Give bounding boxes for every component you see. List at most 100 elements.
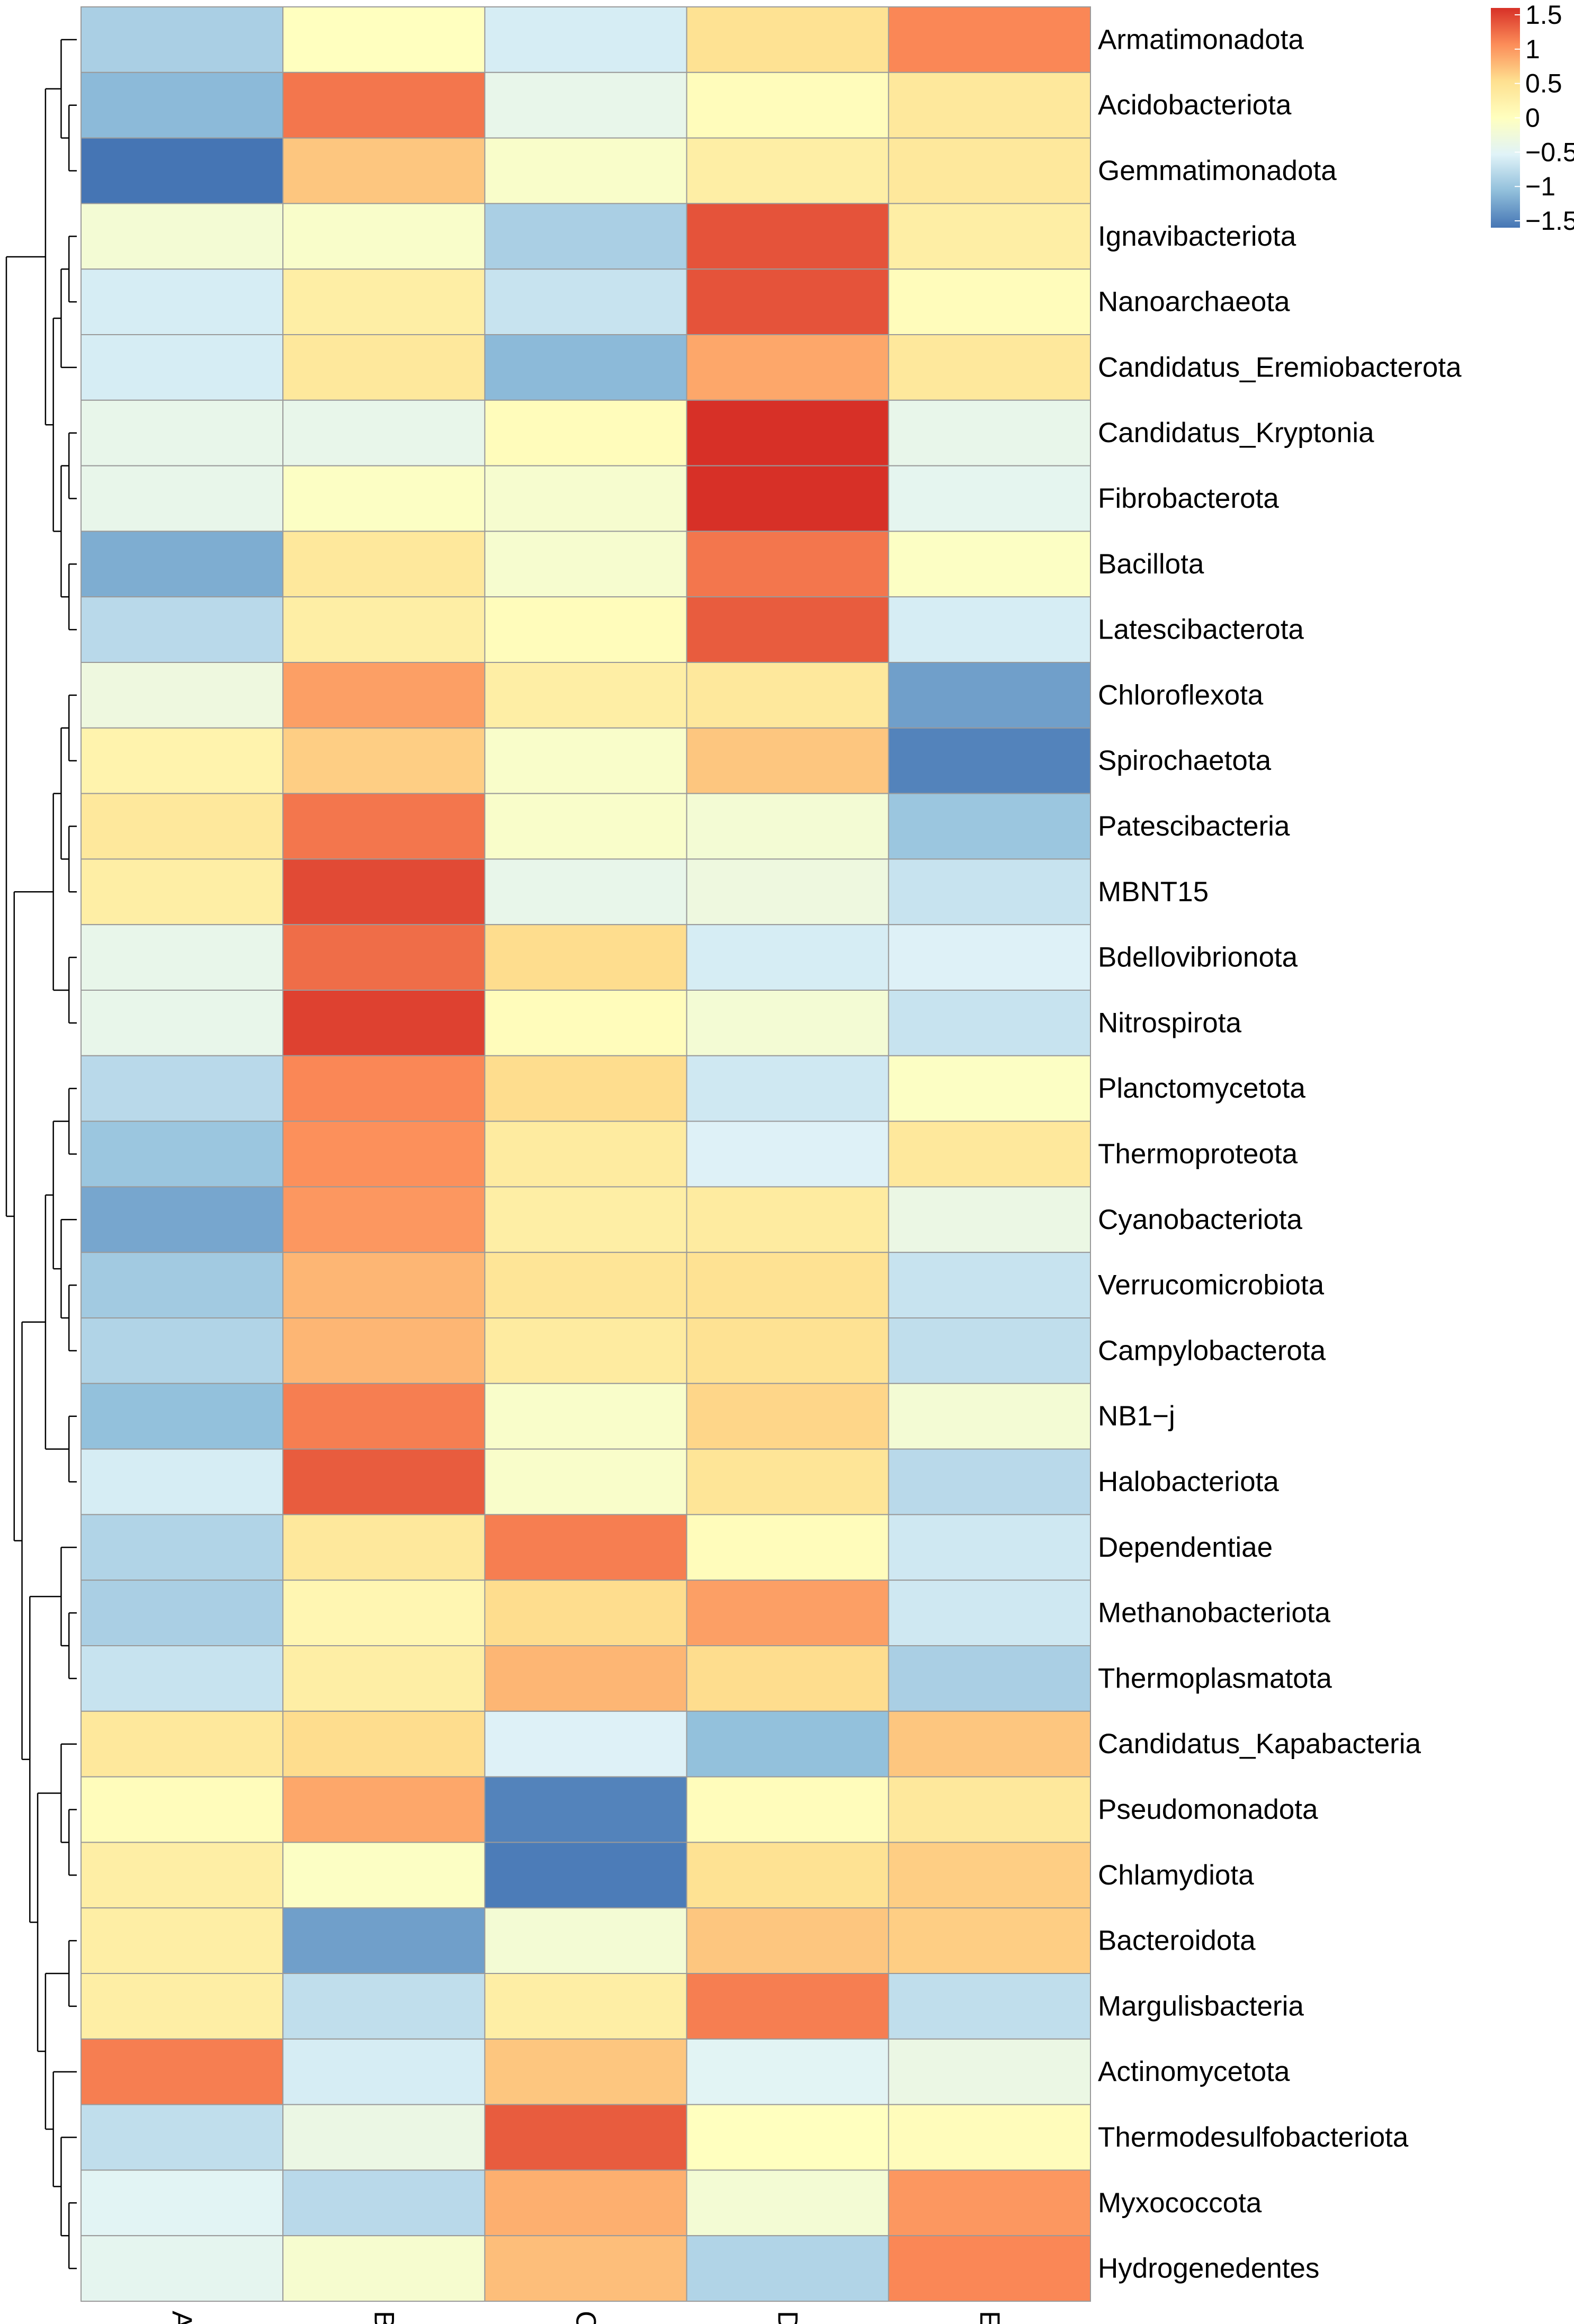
- row-label: Candidatus_Kryptonia: [1098, 417, 1374, 448]
- heatmap-cell: [888, 1776, 1092, 1843]
- heatmap-cell: [81, 71, 284, 139]
- row-label: Myxococcota: [1098, 2187, 1262, 2219]
- heatmap-cell: [282, 990, 486, 1056]
- heatmap-cell: [686, 137, 889, 204]
- heatmap-cell: [484, 1186, 687, 1253]
- heatmap-cell: [484, 137, 687, 204]
- legend-tick-label: 1: [1525, 34, 1540, 64]
- row-label: Thermoproteota: [1098, 1138, 1298, 1170]
- row-label: Candidatus_Eremiobacterota: [1098, 352, 1462, 383]
- heatmap-cell: [888, 1120, 1092, 1188]
- heatmap-cell: [888, 793, 1092, 860]
- row-label: Dependentiae: [1098, 1532, 1273, 1563]
- heatmap-cell: [282, 203, 486, 270]
- row-label: Candidatus_Kapabacteria: [1098, 1728, 1421, 1760]
- heatmap-cell: [81, 1514, 284, 1581]
- heatmap-cell: [81, 1448, 284, 1515]
- heatmap-cell: [686, 268, 889, 336]
- heatmap-cell: [484, 1645, 687, 1712]
- heatmap-cell: [81, 334, 284, 401]
- heatmap-cell: [888, 1383, 1092, 1450]
- heatmap-cell: [282, 334, 486, 401]
- heatmap-cell: [484, 203, 687, 270]
- heatmap-cell: [686, 1514, 889, 1581]
- heatmap-cell: [484, 1776, 687, 1843]
- heatmap-cell: [686, 858, 889, 926]
- heatmap-cell: [282, 1645, 486, 1712]
- heatmap-cell: [888, 2169, 1092, 2237]
- heatmap-cell: [282, 662, 486, 729]
- heatmap-cell: [81, 531, 284, 598]
- heatmap-cell: [888, 2104, 1092, 2171]
- row-label: Spirochaetota: [1098, 745, 1272, 776]
- heatmap-cell: [282, 2104, 486, 2171]
- heatmap-cell: [888, 596, 1092, 663]
- column-label: A: [166, 2311, 198, 2324]
- row-label: Margulisbacteria: [1098, 1990, 1304, 2022]
- heatmap-cell: [484, 268, 687, 336]
- heatmap-cell: [484, 1120, 687, 1188]
- heatmap-cell: [686, 531, 889, 598]
- heatmap-cell: [888, 268, 1092, 336]
- column-label: D: [772, 2311, 803, 2324]
- heatmap-cell: [484, 793, 687, 860]
- heatmap-cell: [888, 858, 1092, 926]
- heatmap-cell: [282, 1907, 486, 1974]
- row-label: Gemmatimonadota: [1098, 155, 1337, 186]
- heatmap-cell: [81, 596, 284, 663]
- heatmap-cell: [484, 727, 687, 794]
- heatmap-cell: [81, 2038, 284, 2105]
- heatmap-cell: [484, 1252, 687, 1318]
- heatmap-cell: [686, 2104, 889, 2171]
- heatmap-cell: [81, 1186, 284, 1253]
- row-label: Ignavibacteriota: [1098, 221, 1296, 252]
- heatmap-cell: [686, 334, 889, 401]
- heatmap-cell: [484, 990, 687, 1056]
- row-label: Acidobacteriota: [1098, 89, 1292, 121]
- heatmap-cell: [81, 1973, 284, 2040]
- heatmap-cell: [282, 793, 486, 860]
- heatmap-cell: [888, 1645, 1092, 1712]
- heatmap-cell: [686, 2038, 889, 2105]
- heatmap-cell: [81, 1317, 284, 1384]
- heatmap-cell: [888, 203, 1092, 270]
- heatmap-cell: [686, 1186, 889, 1253]
- heatmap-cell: [888, 1448, 1092, 1515]
- heatmap-cell: [282, 2038, 486, 2105]
- row-label: Thermoplasmatota: [1098, 1663, 1332, 1694]
- row-label: Bdellovibrionota: [1098, 942, 1298, 973]
- heatmap-cell: [686, 1383, 889, 1450]
- heatmap-cell: [484, 1055, 687, 1122]
- heatmap-cell: [686, 6, 889, 73]
- heatmap-cell: [484, 6, 687, 73]
- heatmap-cell: [888, 531, 1092, 598]
- legend-tick-label: −0.5: [1525, 137, 1574, 167]
- row-label: MBNT15: [1098, 876, 1209, 908]
- heatmap-cell: [484, 858, 687, 926]
- heatmap-cell: [888, 1317, 1092, 1384]
- heatmap-cell: [282, 1580, 486, 1646]
- heatmap-cell: [484, 2038, 687, 2105]
- heatmap-cell: [686, 2235, 889, 2302]
- legend-tick-label: 0: [1525, 103, 1540, 133]
- heatmap-cell: [282, 71, 486, 139]
- heatmap-cell: [282, 531, 486, 598]
- heatmap-cell: [686, 1710, 889, 1778]
- row-label: Cyanobacteriota: [1098, 1204, 1302, 1235]
- heatmap-cell: [282, 1252, 486, 1318]
- heatmap-cell: [484, 399, 687, 466]
- heatmap-cell: [888, 1973, 1092, 2040]
- row-label: Halobacteriota: [1098, 1466, 1279, 1497]
- heatmap-cell: [686, 1448, 889, 1515]
- legend-tick-label: −1.5: [1525, 206, 1574, 236]
- heatmap-cell: [686, 1580, 889, 1646]
- heatmap-cell: [686, 1317, 889, 1384]
- heatmap-cell: [81, 1383, 284, 1450]
- heatmap-cell: [686, 1645, 889, 1712]
- heatmap-cell: [484, 1448, 687, 1515]
- heatmap-cell: [81, 6, 284, 73]
- color-scale-legend: 1.5 1 0.5 0 −0.5 −1 −1.5: [1491, 0, 1574, 236]
- heatmap-cell: [484, 1514, 687, 1581]
- row-label: Nanoarchaeota: [1098, 286, 1290, 318]
